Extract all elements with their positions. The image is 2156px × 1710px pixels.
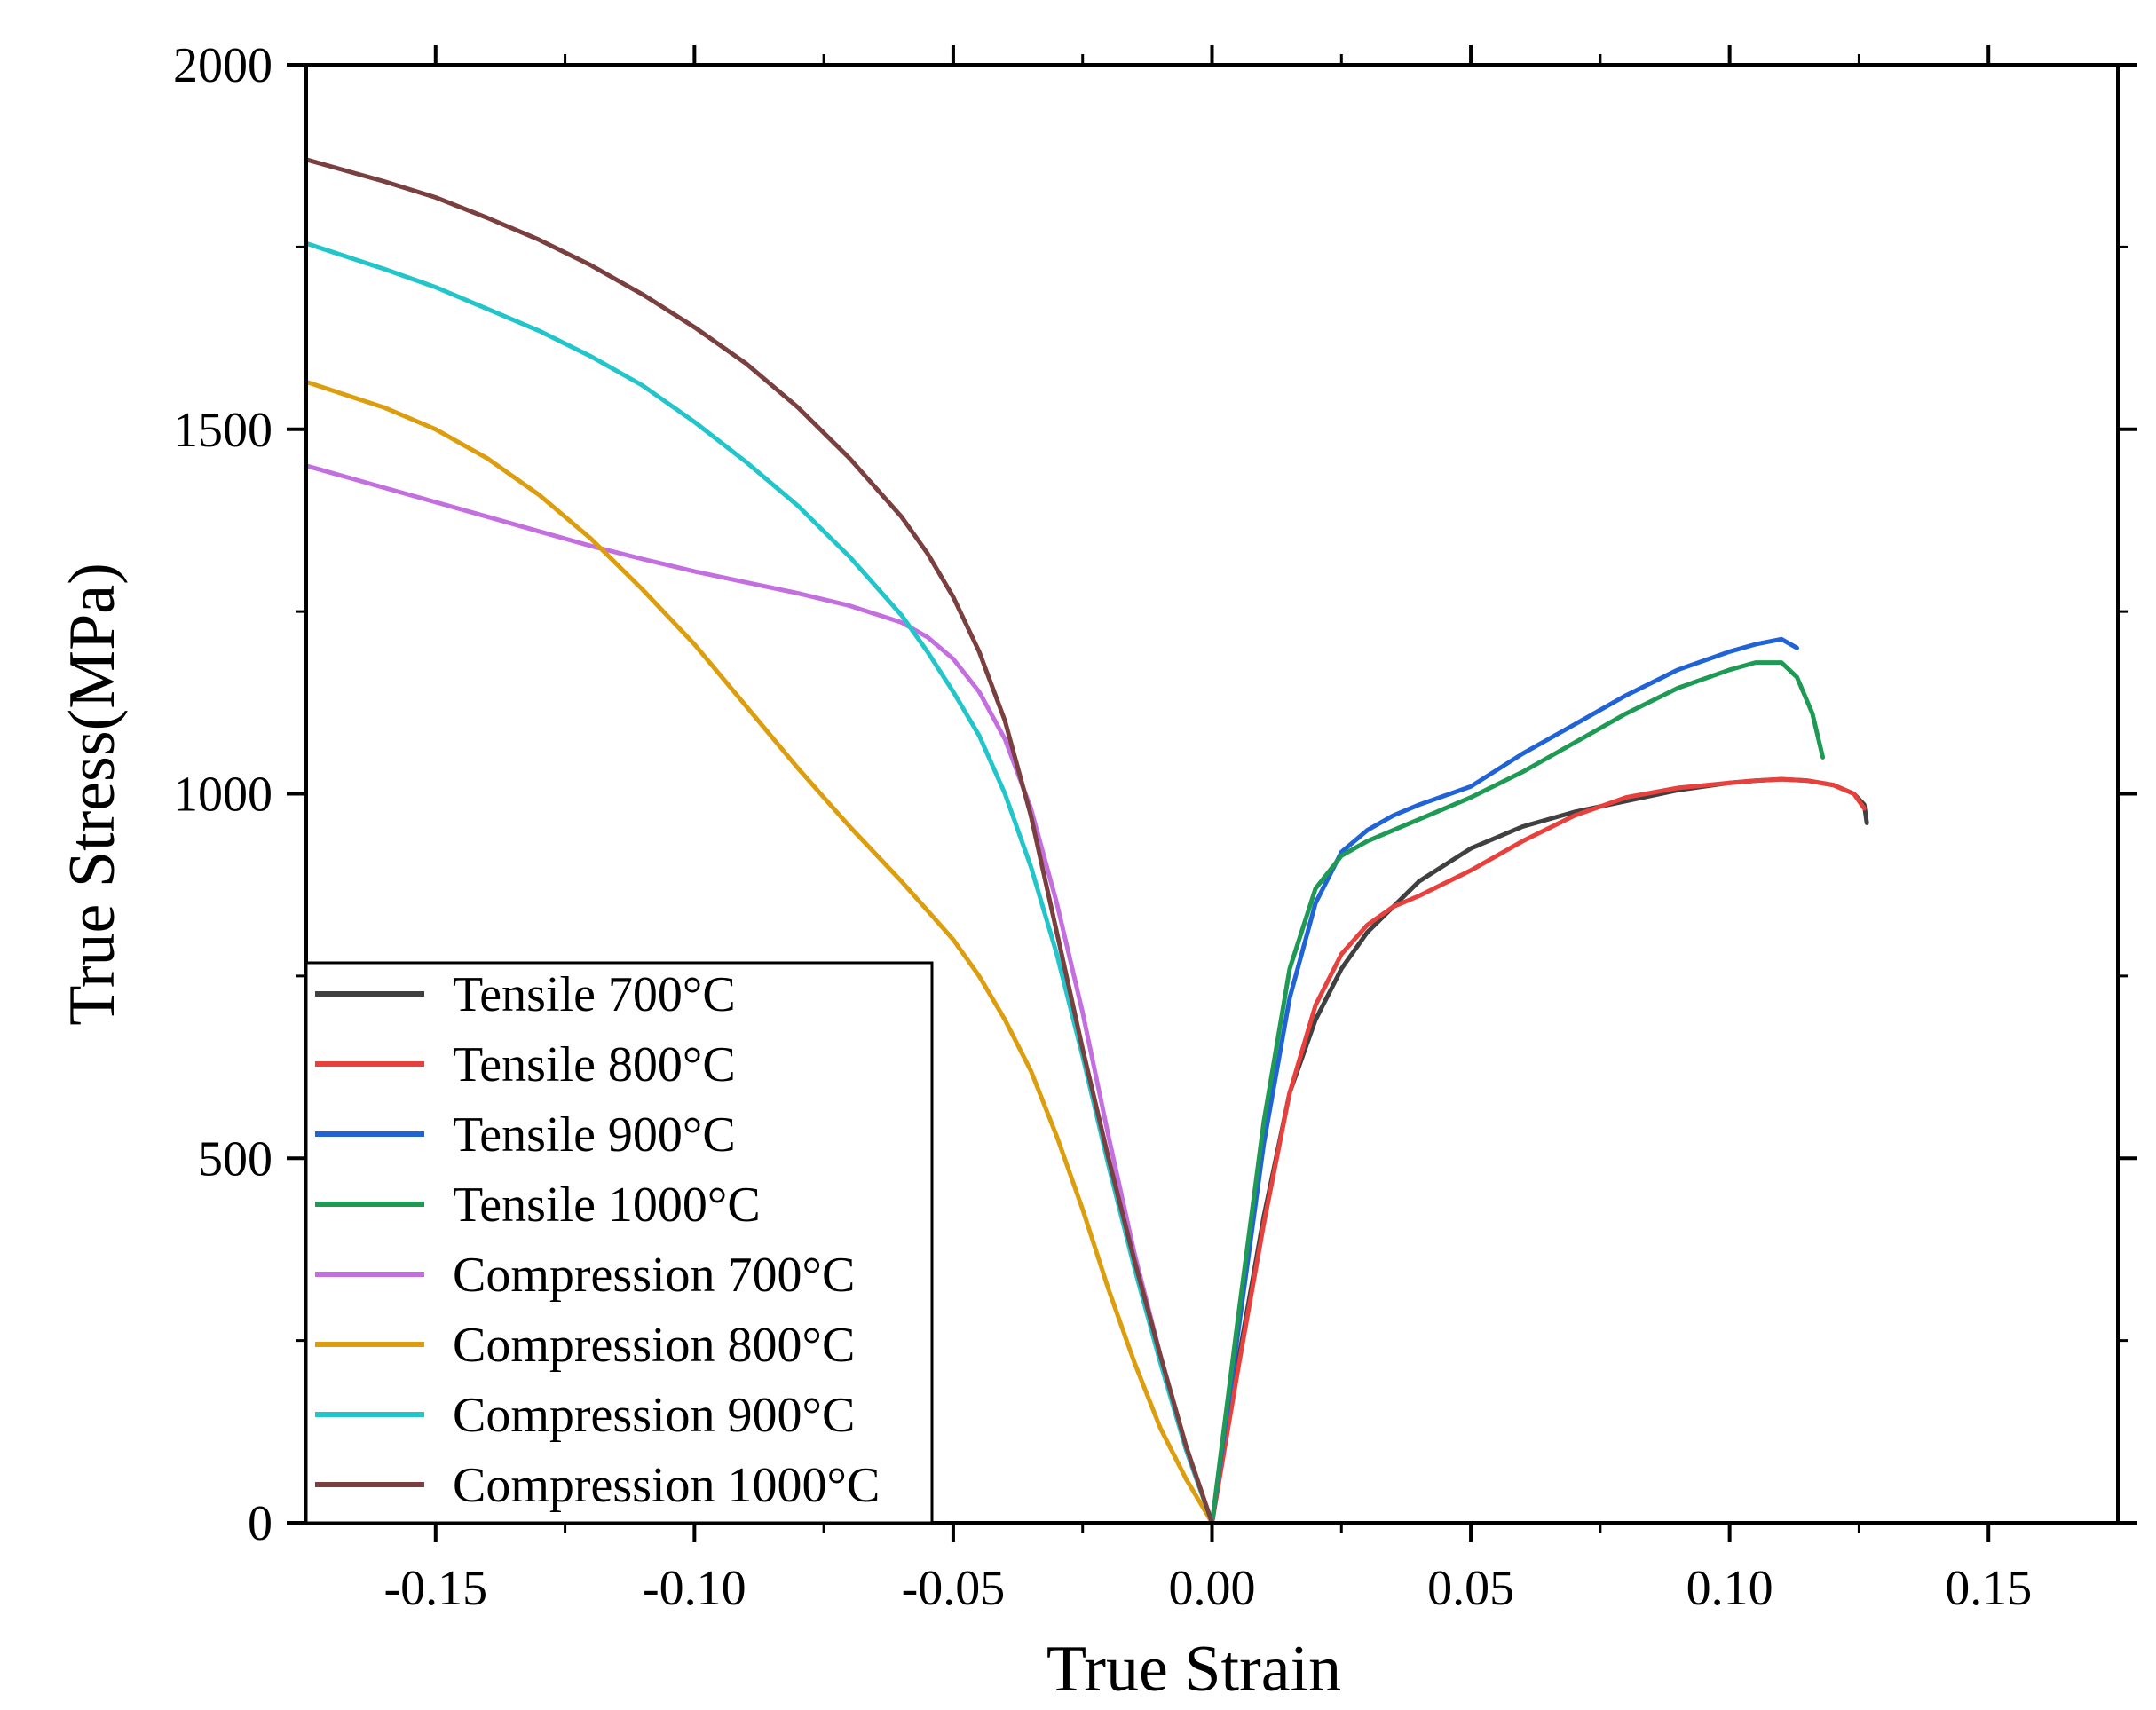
- x-axis-title: True Strain: [1046, 1633, 1341, 1706]
- legend: Tensile 700°C Tensile 800°C Tensile 900°C T…: [304, 961, 934, 1525]
- y-tick-label: 1500: [173, 403, 272, 458]
- x-tick-label: 0.00: [1169, 1561, 1256, 1616]
- legend-label-7: Compression 1000°C: [453, 1458, 880, 1513]
- y-tick-label: 500: [198, 1131, 272, 1186]
- y-tick-label: 2000: [173, 38, 272, 93]
- y-axis-title: True Stress(MPa): [56, 563, 129, 1025]
- series-line-3: [1210, 660, 1826, 1525]
- series-line-1: [1210, 776, 1867, 1525]
- x-tick-label: -0.15: [383, 1561, 487, 1616]
- legend-label-1: Tensile 800°C: [453, 1037, 736, 1092]
- y-tick-label: 0: [248, 1496, 272, 1551]
- series-line-7: [304, 157, 1214, 1525]
- x-tick-label: -0.10: [643, 1561, 746, 1616]
- x-tick-label: 0.15: [1945, 1561, 2032, 1616]
- legend-label-6: Compression 900°C: [453, 1388, 855, 1443]
- x-tick-label: 0.10: [1686, 1561, 1773, 1616]
- legend-label-5: Compression 800°C: [453, 1318, 855, 1373]
- legend-label-2: Tensile 900°C: [453, 1107, 736, 1162]
- x-tick-label: 0.05: [1427, 1561, 1514, 1616]
- x-tick-label: -0.05: [902, 1561, 1006, 1616]
- y-tick-label: 1000: [173, 768, 272, 823]
- series-line-5: [304, 379, 1214, 1525]
- legend-label-3: Tensile 1000°C: [453, 1178, 761, 1233]
- tick-layer: -0.15 -0.10 -0.05 0.00 0.05 0.10 0.15 0 500 1000 1…: [173, 38, 2137, 1616]
- series-line-2: [1210, 636, 1799, 1525]
- legend-label-0: Tensile 700°C: [453, 967, 736, 1022]
- legend-label-4: Compression 700°C: [453, 1248, 855, 1303]
- legend-box: [304, 961, 934, 1525]
- series-layer: [304, 157, 1869, 1525]
